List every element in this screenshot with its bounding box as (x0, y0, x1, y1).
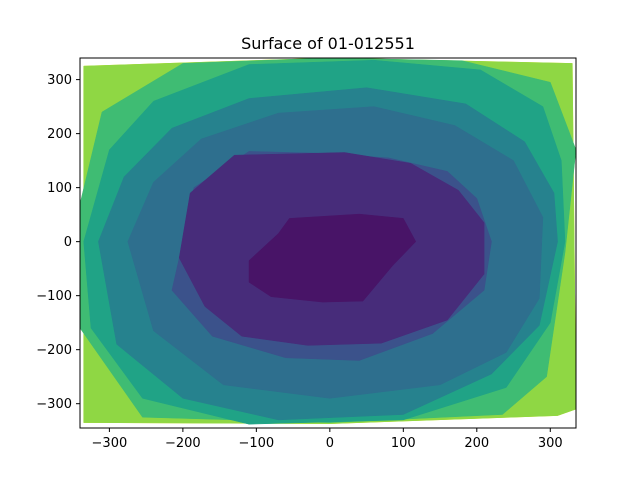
x-tick-label: 200 (464, 436, 489, 451)
y-tick-label: 100 (47, 181, 72, 196)
contour-level-8 (248, 213, 417, 303)
x-tick-label: 300 (538, 436, 563, 451)
x-tick-label: −200 (165, 436, 201, 451)
y-tick-label: 0 (64, 235, 72, 250)
x-axis: −300 −200 −100 0 100 200 300 (92, 428, 563, 451)
y-tick-label: 200 (47, 127, 72, 142)
plot-frame (79, 57, 577, 429)
x-tick-label: −300 (92, 436, 128, 451)
x-tick-label: −100 (238, 436, 274, 451)
x-tick-label: 100 (391, 436, 416, 451)
y-axis: −300 −200 −100 0 100 200 300 (36, 73, 80, 412)
x-tick-label: 0 (326, 436, 334, 451)
y-tick-label: 300 (47, 73, 72, 88)
contour-fills (80, 58, 576, 428)
y-tick-label: −300 (36, 397, 72, 412)
y-tick-label: −200 (36, 343, 72, 358)
chart-title: Surface of 01-012551 (241, 34, 415, 53)
y-tick-label: −100 (36, 289, 72, 304)
